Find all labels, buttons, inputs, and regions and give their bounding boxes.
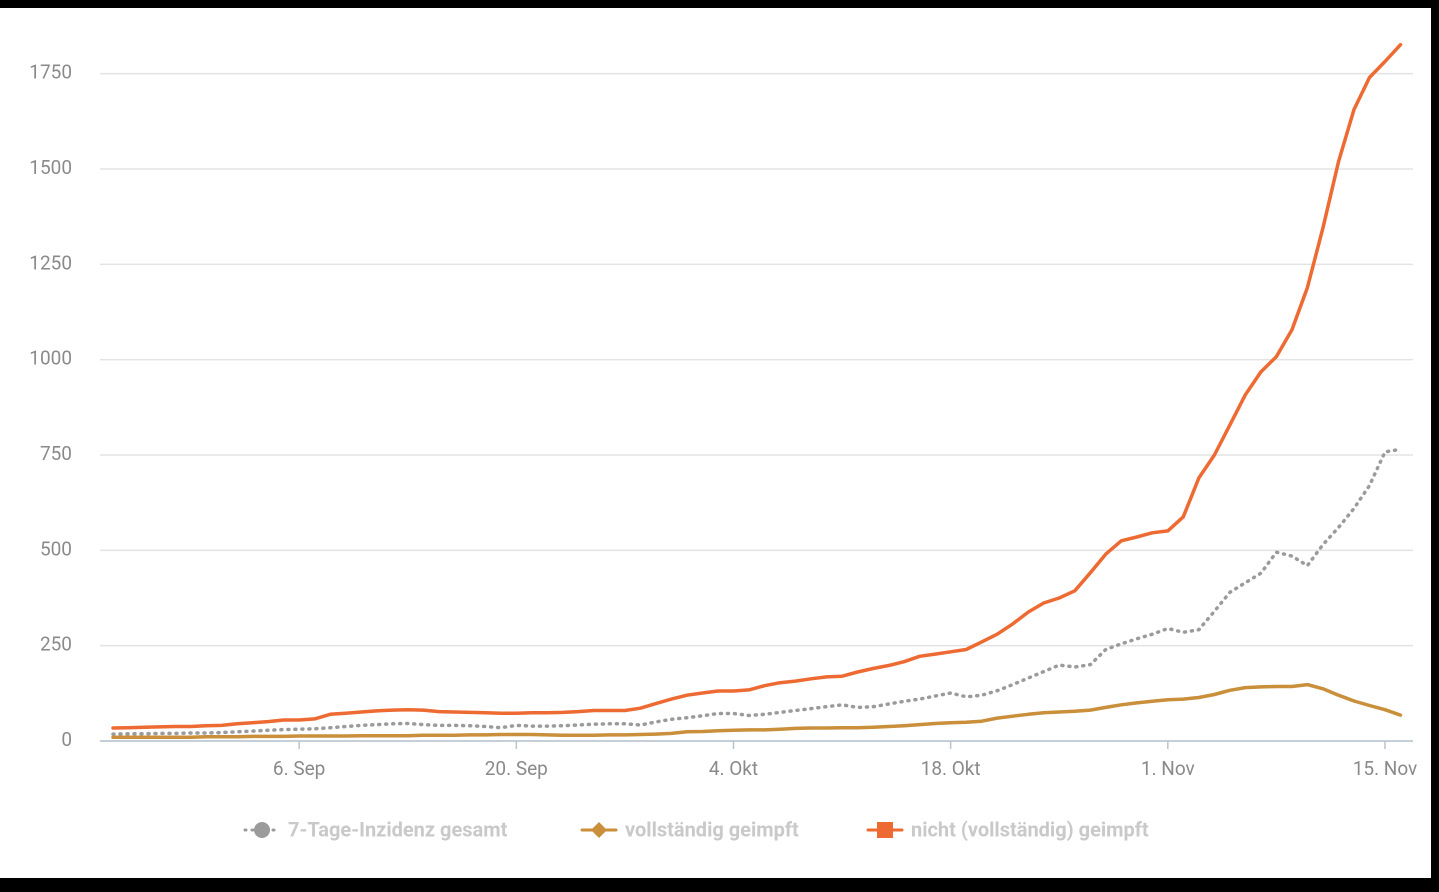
legend-label: nicht (vollständig) geimpft	[911, 817, 1149, 841]
x-tick-label: 1. Nov	[1141, 757, 1195, 780]
legend-label: vollständig geimpft	[625, 817, 799, 841]
y-tick-label: 1750	[29, 61, 72, 84]
series-line	[111, 447, 1403, 736]
legend-marker	[254, 822, 270, 838]
y-tick-label: 250	[40, 633, 72, 656]
y-tick-label: 750	[40, 442, 72, 465]
legend-label: 7-Tage-Inzidenz gesamt	[288, 817, 508, 841]
x-tick-label: 18. Okt	[921, 757, 981, 780]
chart-background	[0, 8, 1431, 878]
x-tick-label: 15. Nov	[1353, 757, 1418, 780]
series-line	[111, 42, 1403, 730]
x-tick-label: 6. Sep	[273, 757, 325, 780]
x-tick-label: 4. Okt	[709, 757, 758, 780]
y-tick-label: 1250	[29, 251, 72, 274]
y-tick-label: 1000	[29, 347, 72, 370]
legend-marker	[591, 822, 607, 838]
legend-marker	[877, 822, 893, 838]
y-tick-label: 0	[61, 728, 72, 751]
y-tick-label: 1500	[29, 156, 72, 179]
series-line	[111, 682, 1403, 739]
x-tick-label: 20. Sep	[485, 757, 548, 780]
y-tick-label: 500	[40, 537, 72, 560]
